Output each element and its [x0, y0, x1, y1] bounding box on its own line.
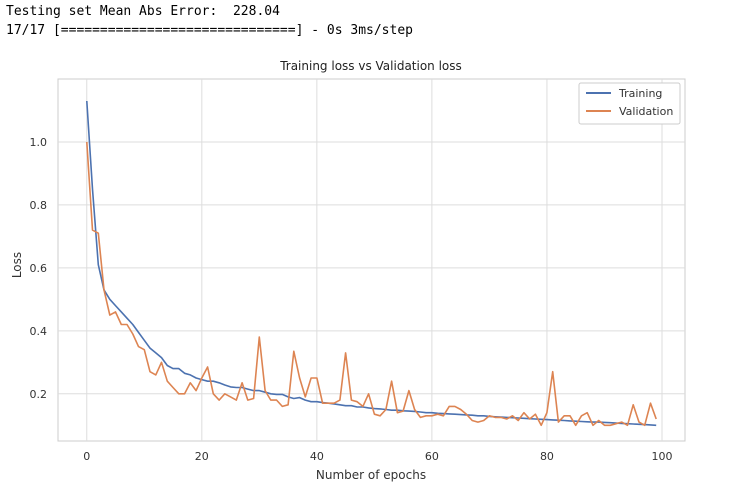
y-tick-label: 0.8: [30, 199, 48, 212]
console-output: Testing set Mean Abs Error: 228.04 17/17 …: [6, 2, 413, 40]
chart-title: Training loss vs Validation loss: [279, 59, 462, 73]
console-line-progress: 17/17 [==============================] -…: [6, 23, 413, 38]
y-axis-label: Loss: [10, 252, 24, 278]
legend-label-validation: Validation: [619, 105, 673, 118]
series-line-training: [86, 100, 657, 427]
y-tick-label: 1.0: [30, 136, 48, 149]
x-axis-label: Number of epochs: [316, 468, 426, 482]
x-tick-label: 100: [651, 450, 672, 463]
legend: Training Validation: [578, 82, 681, 125]
console-line-error: Testing set Mean Abs Error: 228.04: [6, 4, 280, 19]
grid-lines: [58, 79, 685, 441]
y-tick-label: 0.2: [30, 388, 48, 401]
series-lines: [86, 100, 657, 427]
x-tick-label: 80: [540, 450, 554, 463]
y-tick-label: 0.4: [30, 325, 48, 338]
y-tick-label: 0.6: [30, 262, 48, 275]
x-tick-label: 60: [425, 450, 439, 463]
x-tick-label: 0: [83, 450, 90, 463]
tick-labels: 0 20 40 60 80 100 0.2 0.4 0.6 0.8 1.0: [30, 136, 673, 463]
series-line-validation: [86, 141, 657, 427]
plot-area: [57, 78, 686, 442]
legend-label-training: Training: [618, 87, 662, 100]
x-tick-label: 20: [195, 450, 209, 463]
x-tick-label: 40: [310, 450, 324, 463]
